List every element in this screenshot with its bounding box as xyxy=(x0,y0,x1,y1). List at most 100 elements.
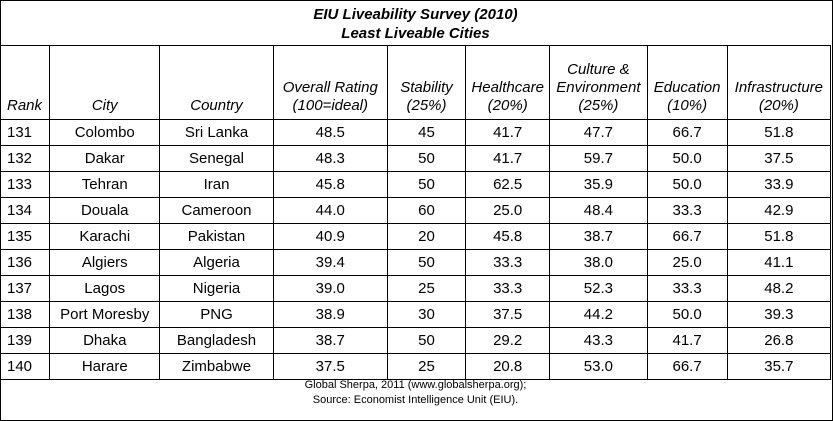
cell-rank: 134 xyxy=(0,197,51,224)
cell-country: Sri Lanka xyxy=(159,119,274,146)
cell-education: 50.0 xyxy=(646,145,728,172)
cell-culture: 38.7 xyxy=(549,223,648,250)
cell-city: Douala xyxy=(49,197,161,224)
cell-infrastructure: 37.5 xyxy=(726,145,832,172)
header-education-line: (10%) xyxy=(667,97,708,114)
cell-culture: 47.7 xyxy=(549,119,648,146)
table-row: 131 Colombo Sri Lanka 48.5 45 41.7 47.7 66.7 51.… xyxy=(0,119,832,146)
header-stability-line: Stability xyxy=(400,79,453,96)
cell-city: Colombo xyxy=(49,119,161,146)
cell-healthcare: 62.5 xyxy=(465,171,551,198)
header-city-line: City xyxy=(91,97,118,114)
cell-stability: 50 xyxy=(386,249,467,276)
cell-country: Nigeria xyxy=(159,275,274,302)
cell-city: Harare xyxy=(49,353,161,380)
header-stability: Stability (25%) xyxy=(386,45,467,120)
cell-country: Iran xyxy=(159,171,274,198)
cell-education: 25.0 xyxy=(646,249,728,276)
cell-infrastructure: 33.9 xyxy=(726,171,832,198)
cell-overall: 39.4 xyxy=(272,249,388,276)
cell-overall: 48.3 xyxy=(272,145,388,172)
cell-overall: 40.9 xyxy=(272,223,388,250)
cell-healthcare: 41.7 xyxy=(465,119,551,146)
cell-country: Pakistan xyxy=(159,223,274,250)
cell-stability: 50 xyxy=(386,145,467,172)
header-country-line: Country xyxy=(190,97,243,114)
cell-rank: 136 xyxy=(0,249,51,276)
header-rank: Rank xyxy=(0,45,51,120)
header-overall-line: Overall Rating xyxy=(282,79,378,96)
cell-overall: 48.5 xyxy=(272,119,388,146)
cell-city: Lagos xyxy=(49,275,161,302)
cell-healthcare: 33.3 xyxy=(465,249,551,276)
liveability-table: Rank City Country Overall Rating (100=ideal)… xyxy=(0,45,832,380)
table-row: 137 Lagos Nigeria 39.0 25 33.3 52.3 33.3 48.2 xyxy=(0,275,832,302)
cell-education: 50.0 xyxy=(646,171,728,198)
cell-city: Algiers xyxy=(49,249,161,276)
cell-infrastructure: 48.2 xyxy=(726,275,832,302)
cell-healthcare: 37.5 xyxy=(465,301,551,328)
cell-country: Senegal xyxy=(159,145,274,172)
cell-city: Tehran xyxy=(49,171,161,198)
header-culture-line: (25%) xyxy=(578,97,619,114)
table-row: 136 Algiers Algeria 39.4 50 33.3 38.0 25.0 41.1 xyxy=(0,249,832,276)
cell-stability: 20 xyxy=(386,223,467,250)
header-healthcare-line: Healthcare xyxy=(471,79,544,96)
header-stability-line: (25%) xyxy=(406,97,447,114)
cell-stability: 25 xyxy=(386,353,467,380)
cell-city: Dhaka xyxy=(49,327,161,354)
cell-culture: 35.9 xyxy=(549,171,648,198)
table-title: EIU Liveability Survey (2010) Least Live… xyxy=(0,0,831,45)
cell-country: Algeria xyxy=(159,249,274,276)
cell-country: Zimbabwe xyxy=(159,353,274,380)
cell-overall: 44.0 xyxy=(272,197,388,224)
cell-healthcare: 29.2 xyxy=(465,327,551,354)
title-line-1: EIU Liveability Survey (2010) xyxy=(313,6,518,23)
cell-rank: 138 xyxy=(0,301,51,328)
header-overall-line: (100=ideal) xyxy=(292,97,368,114)
header-city: City xyxy=(49,45,161,120)
cell-infrastructure: 42.9 xyxy=(726,197,832,224)
cell-stability: 50 xyxy=(386,171,467,198)
header-country: Country xyxy=(159,45,274,120)
cell-healthcare: 33.3 xyxy=(465,275,551,302)
cell-overall: 39.0 xyxy=(272,275,388,302)
header-row: Rank City Country Overall Rating (100=ideal)… xyxy=(0,45,832,120)
cell-healthcare: 20.8 xyxy=(465,353,551,380)
cell-stability: 30 xyxy=(386,301,467,328)
table-row: 133 Tehran Iran 45.8 50 62.5 35.9 50.0 33.9 xyxy=(0,171,832,198)
header-healthcare: Healthcare (20%) xyxy=(465,45,551,120)
cell-rank: 140 xyxy=(0,353,51,380)
header-education: Education (10%) xyxy=(646,45,728,120)
header-culture: Culture & Environment (25%) xyxy=(549,45,648,120)
cell-overall: 45.8 xyxy=(272,171,388,198)
cell-country: Cameroon xyxy=(159,197,274,224)
cell-culture: 43.3 xyxy=(549,327,648,354)
header-overall: Overall Rating (100=ideal) xyxy=(272,45,388,120)
cell-infrastructure: 51.8 xyxy=(726,119,832,146)
cell-infrastructure: 35.7 xyxy=(726,353,832,380)
header-culture-line: Culture & xyxy=(567,61,630,78)
header-culture-line: Environment xyxy=(556,79,641,96)
cell-overall: 38.7 xyxy=(272,327,388,354)
cell-rank: 133 xyxy=(0,171,51,198)
cell-rank: 135 xyxy=(0,223,51,250)
header-education-line: Education xyxy=(653,79,721,96)
source-note: Global Sherpa, 2011 (www.globalsherpa.or… xyxy=(0,371,831,419)
table-row: 138 Port Moresby PNG 38.9 30 37.5 44.2 50.0 39.3 xyxy=(0,301,832,328)
table-row: 140 Harare Zimbabwe 37.5 25 20.8 53.0 66.7 35.7 xyxy=(0,353,832,380)
cell-city: Karachi xyxy=(49,223,161,250)
cell-education: 41.7 xyxy=(646,327,728,354)
table-row: 139 Dhaka Bangladesh 38.7 50 29.2 43.3 41.7 26.8 xyxy=(0,327,832,354)
header-infrastructure-line: Infrastructure xyxy=(734,79,824,96)
cell-overall: 37.5 xyxy=(272,353,388,380)
cell-infrastructure: 39.3 xyxy=(726,301,832,328)
cell-education: 66.7 xyxy=(646,223,728,250)
table-row: 135 Karachi Pakistan 40.9 20 45.8 38.7 66.7 51.8 xyxy=(0,223,832,250)
cell-overall: 38.9 xyxy=(272,301,388,328)
table-row: 132 Dakar Senegal 48.3 50 41.7 59.7 50.0 37.5 xyxy=(0,145,832,172)
cell-infrastructure: 51.8 xyxy=(726,223,832,250)
cell-healthcare: 45.8 xyxy=(465,223,551,250)
cell-culture: 59.7 xyxy=(549,145,648,172)
cell-city: Port Moresby xyxy=(49,301,161,328)
